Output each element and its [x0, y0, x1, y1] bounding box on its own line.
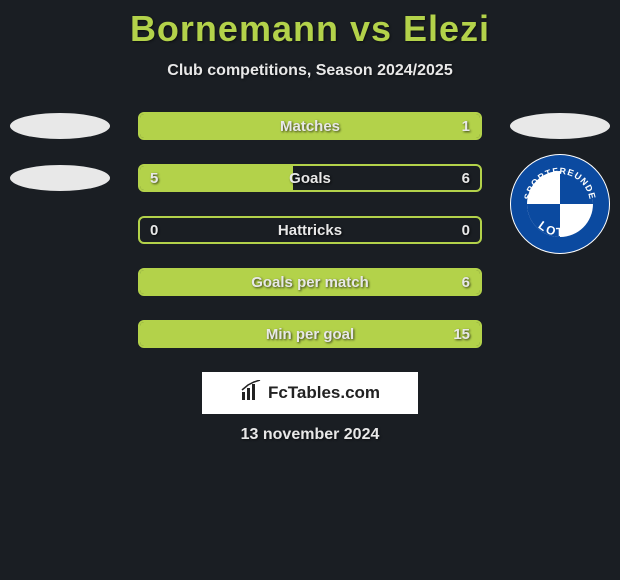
- page-subtitle: Club competitions, Season 2024/2025: [0, 62, 620, 80]
- stat-label: Goals per match: [140, 274, 480, 291]
- stat-row: SPORTFREUNDE LOTTE 56Goals: [0, 164, 620, 192]
- stat-label: Matches: [140, 118, 480, 135]
- stat-bar: 1Matches: [138, 112, 482, 140]
- player-oval-left: [10, 165, 110, 191]
- stat-label: Goals: [140, 170, 480, 187]
- stat-bar: 00Hattricks: [138, 216, 482, 244]
- stat-rows: 1Matches SPORTFREUNDE LOTTE 56Goals 00Hat…: [0, 112, 620, 348]
- chart-icon: [240, 380, 262, 407]
- stat-bar: 15Min per goal: [138, 320, 482, 348]
- brand-text: FcTables.com: [268, 383, 380, 403]
- date-text: 13 november 2024: [0, 426, 620, 444]
- stat-label: Min per goal: [140, 326, 480, 343]
- comparison-card: Bornemann vs Elezi Club competitions, Se…: [0, 0, 620, 444]
- player-oval-left: [10, 113, 110, 139]
- brand-box[interactable]: FcTables.com: [202, 372, 418, 414]
- stat-bar: 6Goals per match: [138, 268, 482, 296]
- player-oval-right: [510, 113, 610, 139]
- stat-label: Hattricks: [140, 222, 480, 239]
- stat-row: 15Min per goal: [0, 320, 620, 348]
- stat-row: 00Hattricks: [0, 216, 620, 244]
- stat-row: 6Goals per match: [0, 268, 620, 296]
- stat-row: 1Matches: [0, 112, 620, 140]
- stat-bar: 56Goals: [138, 164, 482, 192]
- page-title: Bornemann vs Elezi: [0, 8, 620, 50]
